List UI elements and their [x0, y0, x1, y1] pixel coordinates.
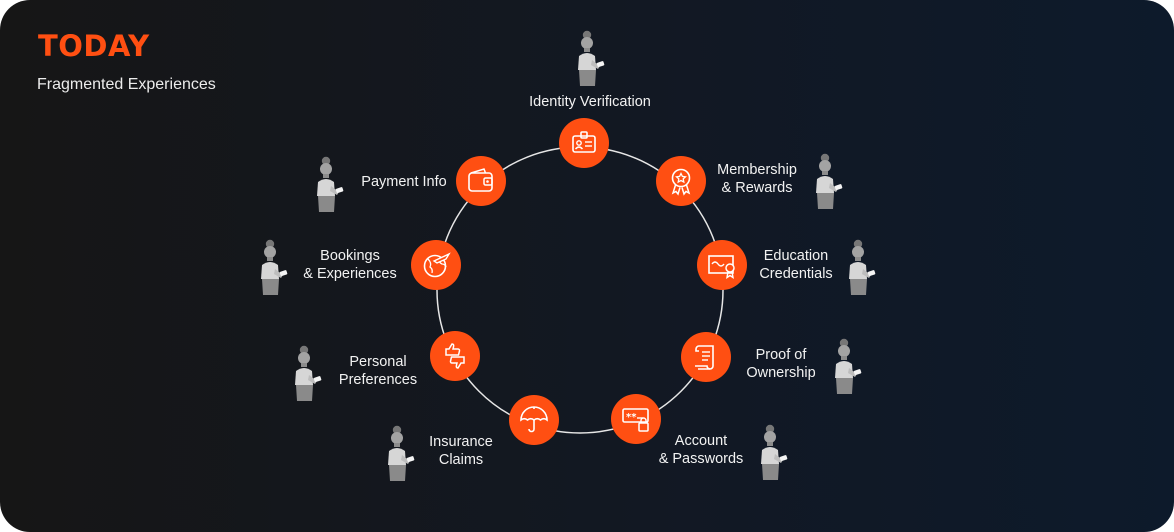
node-account-passwords: ** [611, 394, 661, 444]
node-identity-verification [559, 118, 609, 168]
label-line: & Experiences [303, 266, 397, 282]
page-title: TODAY [38, 29, 150, 63]
svg-text:**: ** [626, 412, 637, 423]
globe-plane-icon [423, 252, 451, 278]
node-bookings-experiences [411, 240, 461, 290]
label-education-credentials: Education Credentials [759, 247, 832, 283]
label-line: Credentials [759, 266, 833, 282]
umbrella-icon [520, 406, 548, 433]
label-line: Account [674, 433, 728, 449]
person-with-phone-icon [806, 151, 846, 211]
person-with-phone-icon [378, 423, 418, 483]
node-insurance-claims [509, 395, 559, 445]
password-lock-icon: ** [622, 408, 649, 432]
label-payment-info: Payment Info [361, 173, 446, 191]
person-with-phone-icon [307, 154, 347, 214]
person-with-phone-icon [839, 237, 879, 297]
label-line: & Rewards [721, 180, 793, 196]
person-with-phone-icon [751, 422, 791, 482]
label-bookings-experiences: Bookings & Experiences [303, 247, 397, 283]
label-line: Identity Verification [529, 94, 651, 110]
node-payment-info [456, 156, 506, 206]
id-badge-icon [572, 131, 596, 153]
label-line: & Passwords [658, 451, 744, 467]
thumbs-up-down-icon [445, 343, 465, 369]
wallet-icon [468, 168, 493, 192]
person-with-phone-icon [825, 336, 865, 396]
person-with-phone-icon [568, 28, 608, 88]
node-education-credentials [697, 240, 747, 290]
scroll-document-icon [695, 345, 714, 370]
certificate-icon [708, 255, 735, 279]
label-line: Education [763, 248, 829, 264]
label-proof-of-ownership: Proof of Ownership [746, 346, 815, 382]
label-line: Personal [349, 354, 407, 370]
label-line: Bookings [320, 248, 380, 264]
label-identity-verification: Identity Verification [529, 93, 651, 111]
label-personal-preferences: Personal Preferences [339, 353, 417, 389]
node-personal-preferences [430, 331, 480, 381]
label-line: Preferences [338, 372, 418, 388]
label-insurance-claims: Insurance Claims [429, 433, 493, 469]
node-proof-of-ownership [681, 332, 731, 382]
label-line: Proof of [755, 347, 807, 363]
label-account-passwords: Account & Passwords [659, 432, 744, 468]
label-membership-rewards: Membership & Rewards [717, 161, 797, 197]
label-line: Claims [438, 452, 484, 468]
label-line: Insurance [429, 434, 493, 450]
person-with-phone-icon [285, 343, 325, 403]
page-subtitle: Fragmented Experiences [37, 76, 216, 93]
person-with-phone-icon [251, 237, 291, 297]
node-membership-rewards [656, 156, 706, 206]
award-ribbon-icon [671, 168, 691, 196]
label-line: Payment Info [361, 174, 447, 190]
label-line: Membership [717, 162, 797, 178]
label-line: Ownership [746, 365, 816, 381]
